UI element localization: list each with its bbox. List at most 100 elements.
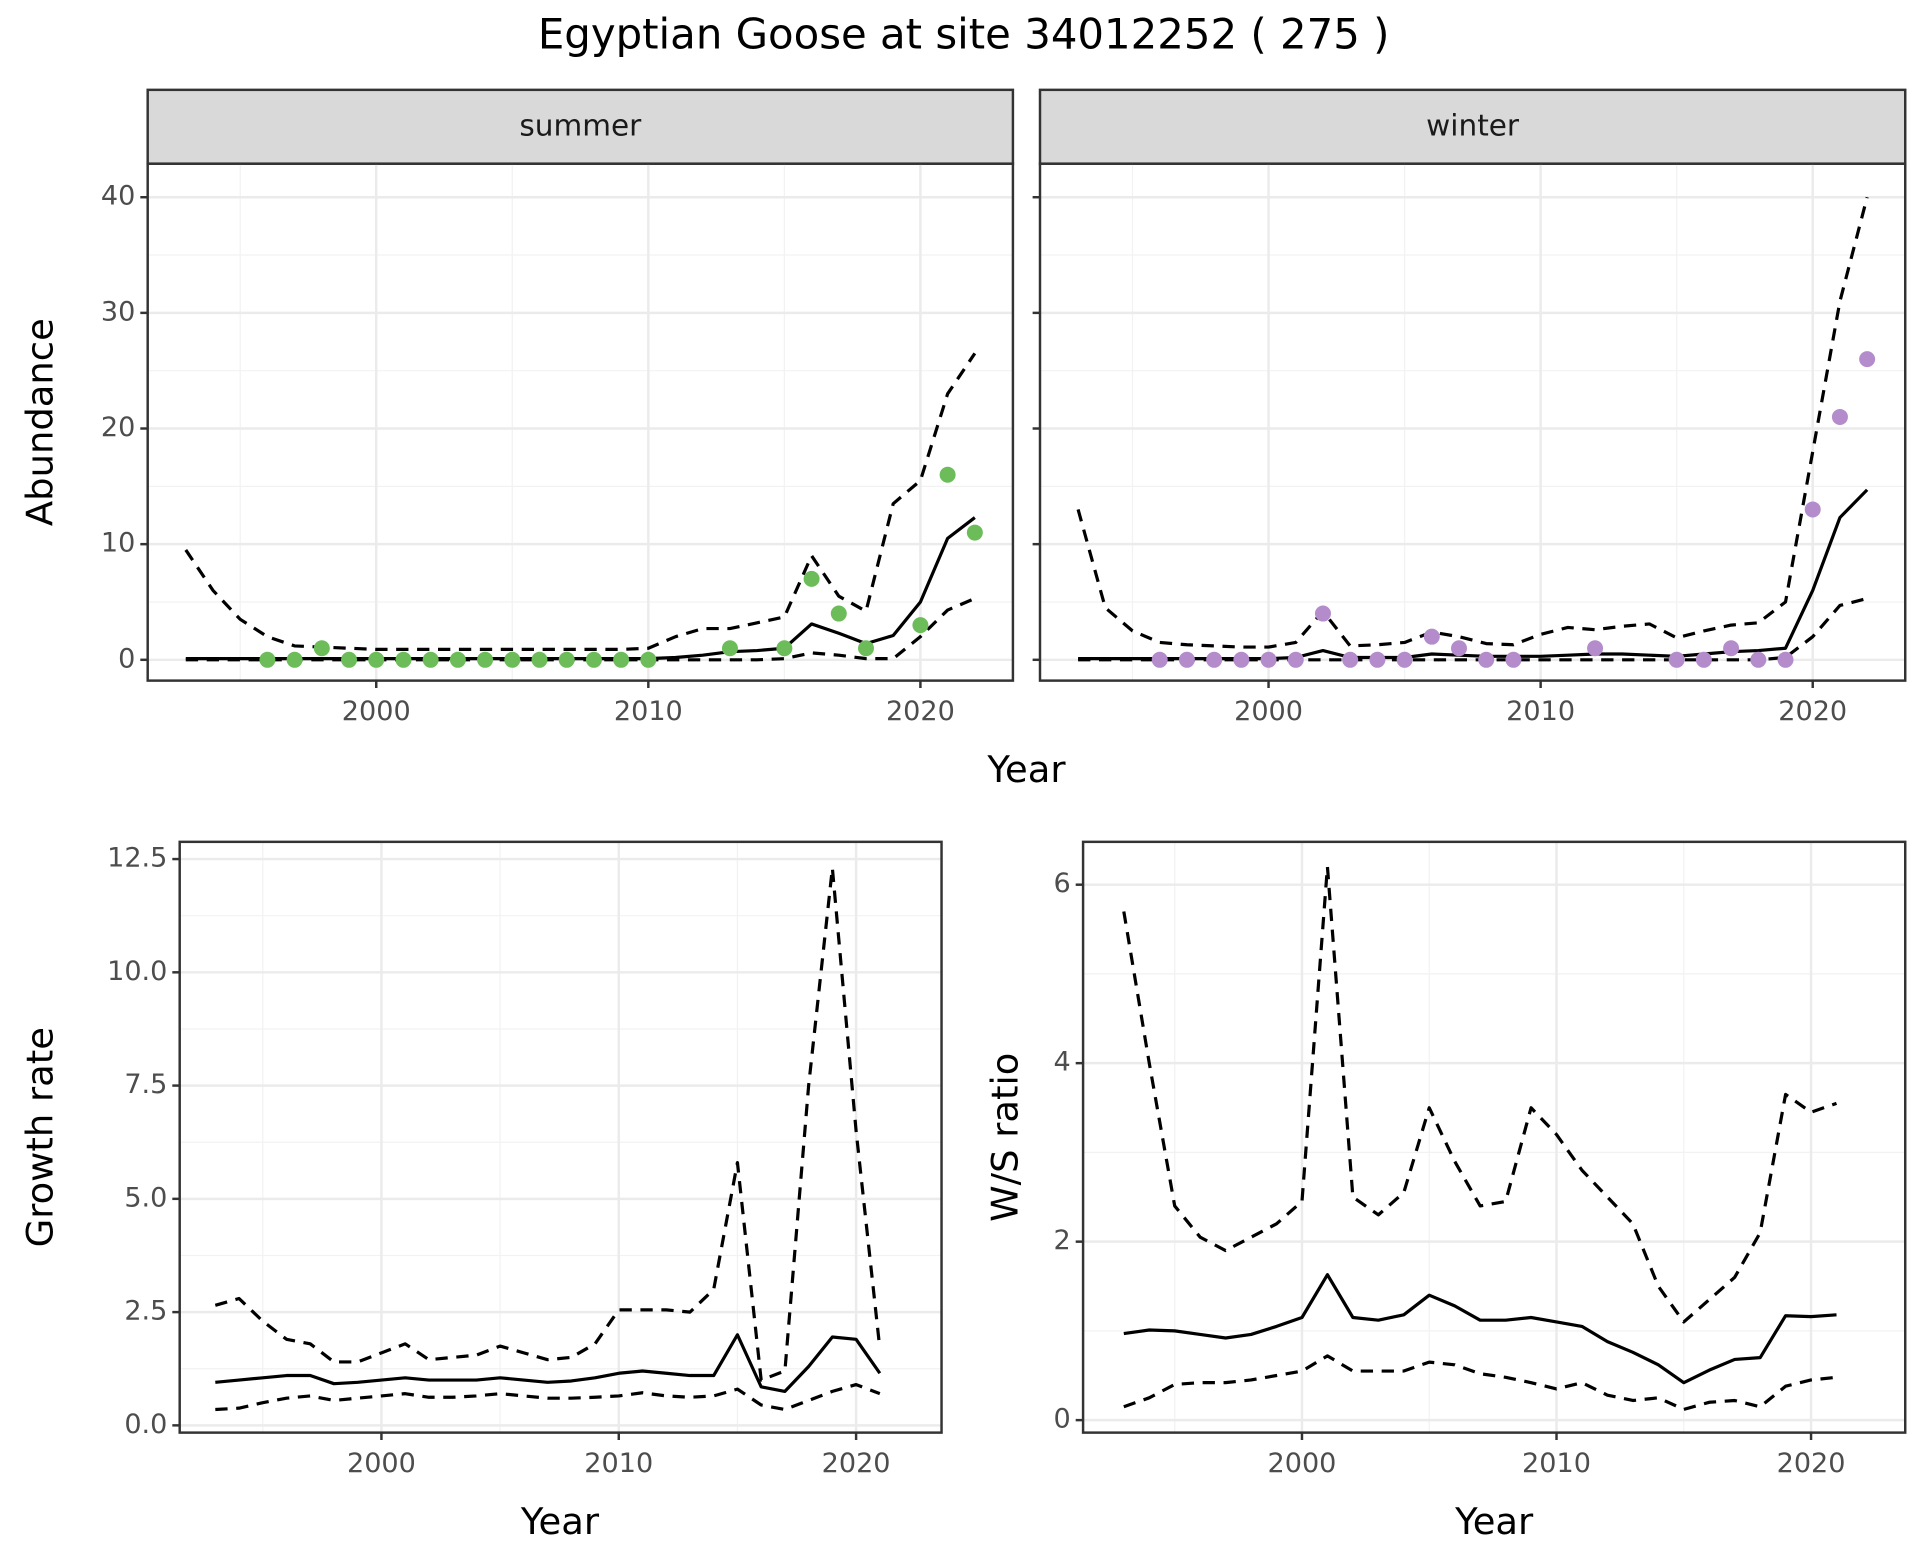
- y-tick-label: 0: [118, 643, 135, 674]
- data-point: [1804, 501, 1821, 518]
- data-point: [1151, 651, 1168, 668]
- data-point: [1750, 651, 1767, 668]
- panel-border: [146, 162, 1015, 682]
- data-point: [504, 651, 521, 668]
- data-point: [422, 651, 439, 668]
- data-point: [721, 640, 738, 657]
- data-point: [1423, 628, 1440, 645]
- data-point: [1777, 651, 1794, 668]
- plot-area: [1122, 865, 1838, 1412]
- y-tick-label: 10: [101, 528, 135, 559]
- data-point: [1505, 651, 1522, 668]
- data-point: [531, 651, 548, 668]
- x-axis-title: Year: [986, 748, 1066, 791]
- data-point: [1723, 640, 1740, 657]
- series-line: [1123, 1273, 1837, 1385]
- y-tick-label: 5.0: [124, 1182, 167, 1213]
- x-tick-label: 2010: [584, 1448, 653, 1479]
- facet-strip: [146, 88, 1015, 165]
- series-line: [215, 1382, 881, 1412]
- x-tick-label: 2020: [1777, 1448, 1846, 1479]
- series-line: [1078, 488, 1869, 661]
- series-line: [185, 597, 976, 662]
- data-point: [477, 651, 494, 668]
- y-axis-title: Growth rate: [18, 1027, 61, 1247]
- data-point: [857, 640, 874, 657]
- data-point: [449, 651, 466, 668]
- series-line: [215, 1333, 882, 1393]
- series-line: [214, 866, 882, 1382]
- x-tick-label: 2000: [347, 1448, 416, 1479]
- y-tick-label: 6: [1054, 868, 1071, 899]
- data-point: [1233, 651, 1250, 668]
- y-tick-label: 20: [101, 412, 135, 443]
- facet-label: winter: [1426, 108, 1520, 142]
- series-line: [185, 516, 976, 661]
- x-tick-label: 2000: [1268, 1448, 1337, 1479]
- data-point: [803, 570, 820, 587]
- series-line: [184, 352, 977, 651]
- plot-area: [214, 866, 882, 1412]
- data-point: [912, 617, 929, 634]
- x-tick-label: 2010: [1506, 696, 1575, 727]
- x-axis-title: Year: [520, 1500, 600, 1543]
- x-tick-label: 2020: [822, 1448, 891, 1479]
- y-tick-label: 7.5: [124, 1069, 167, 1100]
- y-tick-label: 2.5: [124, 1296, 167, 1327]
- data-point: [1396, 651, 1413, 668]
- data-point: [1478, 651, 1495, 668]
- y-tick-label: 0: [1054, 1404, 1071, 1435]
- x-tick-label: 2020: [886, 696, 955, 727]
- series-line: [1076, 196, 1869, 649]
- data-point: [368, 651, 385, 668]
- data-point: [1260, 651, 1277, 668]
- x-tick-label: 2010: [1522, 1448, 1591, 1479]
- y-tick-label: 30: [101, 296, 135, 327]
- plot-area: [1076, 196, 1876, 668]
- x-tick-label: 2020: [1778, 696, 1847, 727]
- panel-border: [178, 840, 943, 1434]
- panel-border: [1081, 840, 1907, 1434]
- y-tick-label: 4: [1054, 1047, 1071, 1078]
- y-tick-label: 40: [101, 181, 135, 212]
- data-point: [1587, 640, 1604, 657]
- data-point: [776, 640, 793, 657]
- data-point: [1859, 351, 1876, 368]
- figure-title: Egyptian Goose at site 34012252 ( 275 ): [538, 9, 1390, 58]
- facet-strip: [1038, 88, 1907, 165]
- data-point: [1668, 651, 1685, 668]
- y-axis-title: W/S ratio: [983, 1053, 1026, 1222]
- series-line: [1123, 1354, 1837, 1412]
- data-point: [640, 651, 657, 668]
- data-point: [1287, 651, 1304, 668]
- x-axis-title: Year: [1454, 1500, 1534, 1543]
- data-point: [939, 466, 956, 483]
- y-tick-label: 2: [1054, 1225, 1071, 1256]
- y-tick-label: 10.0: [107, 956, 167, 987]
- y-tick-label: 0.0: [124, 1409, 167, 1440]
- data-point: [1695, 651, 1712, 668]
- data-point: [1314, 605, 1331, 622]
- data-point: [585, 651, 602, 668]
- data-point: [1342, 651, 1359, 668]
- series-line: [1122, 865, 1838, 1324]
- data-point: [966, 524, 983, 541]
- facet-label: summer: [519, 108, 642, 142]
- data-point: [341, 651, 358, 668]
- data-point: [259, 651, 276, 668]
- y-tick-label: 12.5: [107, 843, 167, 874]
- data-point: [313, 640, 330, 657]
- y-axis-title: Abundance: [18, 318, 61, 526]
- data-point: [1831, 408, 1848, 425]
- data-point: [613, 651, 630, 668]
- data-point: [558, 651, 575, 668]
- data-point: [1206, 651, 1223, 668]
- x-tick-label: 2000: [1234, 696, 1303, 727]
- data-point: [395, 651, 412, 668]
- data-point: [1178, 651, 1195, 668]
- data-point: [286, 651, 303, 668]
- plot-area: [184, 352, 983, 668]
- panel-border: [1038, 162, 1907, 682]
- x-tick-label: 2010: [614, 696, 683, 727]
